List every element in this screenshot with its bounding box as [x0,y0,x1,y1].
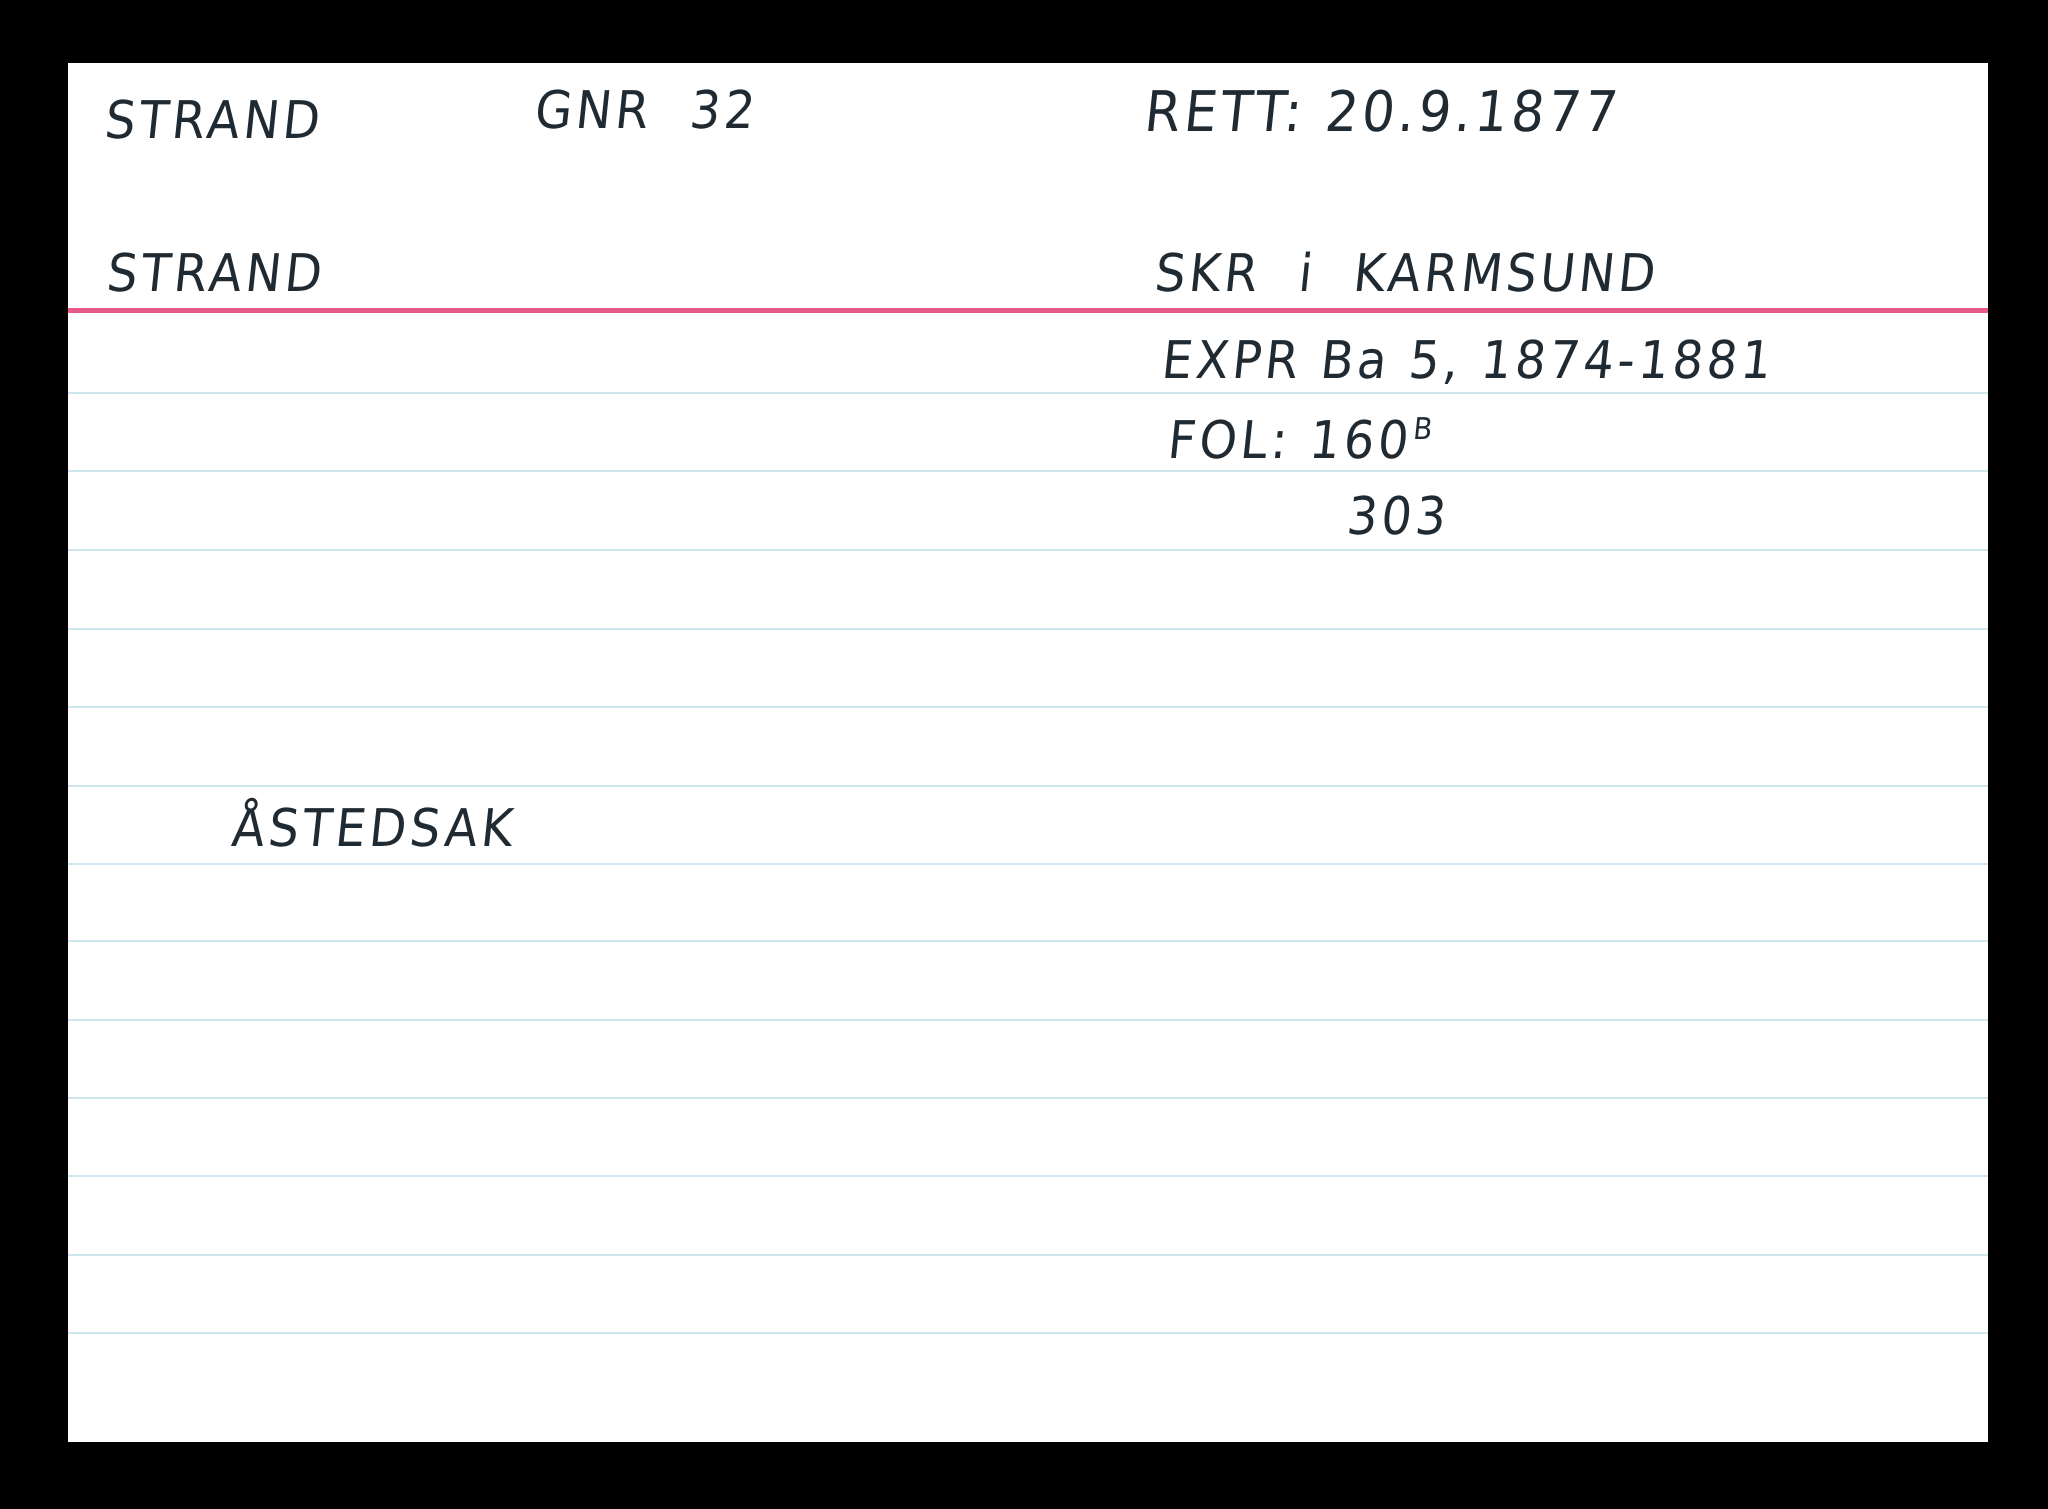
ruled-line [68,706,1988,708]
ruled-line [68,392,1988,394]
court-date: RETT: 20.9.1877 [1141,80,1625,145]
ruled-line [68,940,1988,942]
index-card: STRAND GNR 32 RETT: 20.9.1877 STRAND SKR… [68,63,1988,1442]
case-type: ÅSTEDSAK [229,799,520,859]
ruled-line [68,628,1988,630]
gnr-number: GNR 32 [532,81,762,141]
source-reference: EXPR Ba 5, 1874-1881 [1159,331,1779,391]
ruled-line [68,1254,1988,1256]
header-rule [68,308,1988,313]
folio: FOL: 160B [1165,411,1438,471]
ruled-line [68,785,1988,787]
ruled-line [68,549,1988,551]
ruled-line [68,1332,1988,1334]
folio-extra: 303 [1344,487,1453,547]
ruled-line [68,1175,1988,1177]
place-name: STRAND [102,91,327,151]
court-name: SKR i KARMSUND [1152,244,1663,304]
ruled-line [68,1019,1988,1021]
ruled-line [68,1097,1988,1099]
ruled-line [68,470,1988,472]
folio-label: FOL: 160 [1165,411,1416,471]
farm-name: STRAND [104,244,329,304]
folio-suffix: B [1411,412,1438,447]
ruled-line [68,863,1988,865]
